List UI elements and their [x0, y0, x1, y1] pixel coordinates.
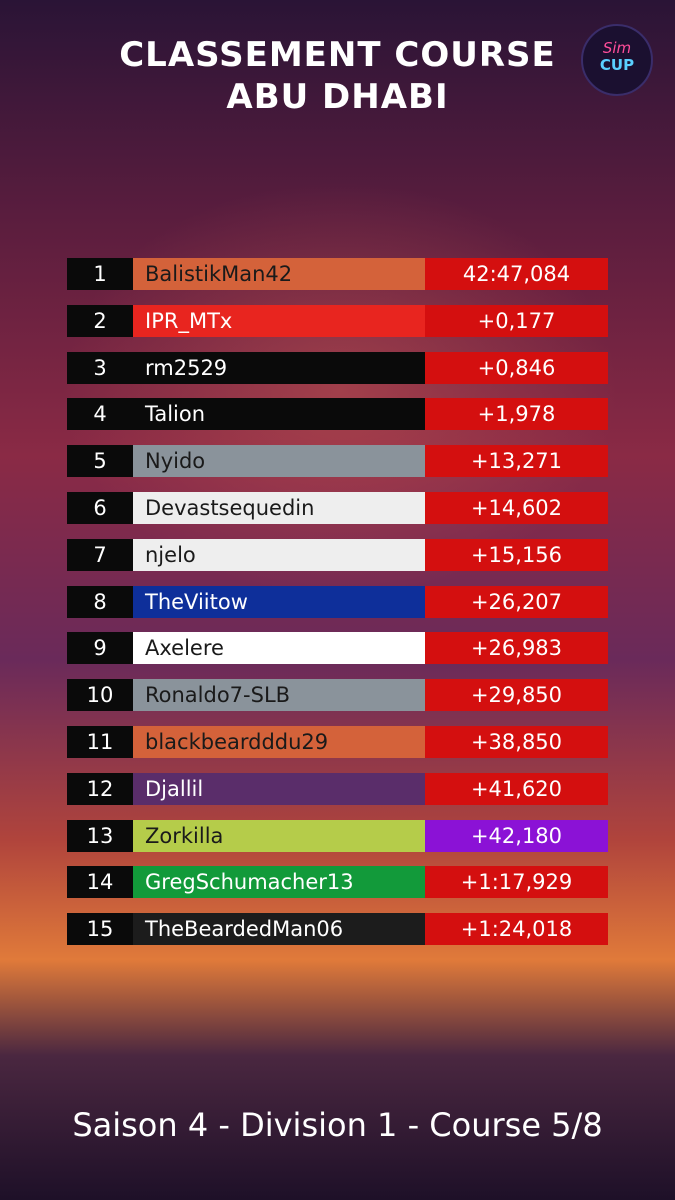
driver: IPR_MTx: [133, 304, 425, 337]
result-row: 1 BalistikMan42 42:47,084: [67, 258, 608, 290]
title-line: ABU DHABI: [226, 77, 449, 117]
position: 13: [67, 819, 133, 852]
time: +1,978: [425, 398, 608, 431]
time: +41,620: [425, 772, 608, 805]
result-row: 15 TheBeardedMan06 +1:24,018: [67, 913, 608, 946]
time: +1:24,018: [425, 913, 608, 946]
driver: blackbeardddu29: [133, 726, 425, 758]
result-row: 11 blackbeardddu29 +38,850: [67, 726, 608, 758]
driver: Djallil: [133, 772, 425, 805]
result-row: 4 Talion +1,978: [67, 398, 608, 431]
position: 10: [67, 679, 133, 712]
time: +26,207: [425, 585, 608, 618]
result-row: 3 rm2529 +0,846: [67, 351, 608, 384]
driver: GregSchumacher13: [133, 866, 425, 899]
driver: Axelere: [133, 632, 425, 665]
position: 3: [67, 351, 133, 384]
time: +1:17,929: [425, 866, 608, 899]
driver: Ronaldo7-SLB: [133, 679, 425, 712]
background-glow: [60, 180, 620, 600]
logo-text: Sim: [602, 39, 632, 57]
logo-text: CUP: [599, 56, 635, 74]
time: +38,850: [425, 726, 608, 758]
driver: TheBeardedMan06: [133, 913, 425, 946]
driver: rm2529: [133, 351, 425, 384]
position: 4: [67, 398, 133, 431]
time: +29,850: [425, 679, 608, 712]
result-row: 6 Devastsequedin +14,602: [67, 492, 608, 524]
driver: BalistikMan42: [133, 258, 425, 290]
position: 15: [67, 913, 133, 946]
driver: njelo: [133, 538, 425, 571]
position: 7: [67, 538, 133, 571]
footer: Saison 4 - Division 1 - Course 5/8: [72, 1106, 603, 1144]
logo: Sim CUP: [581, 24, 653, 96]
time: 42:47,084: [425, 258, 608, 290]
position: 9: [67, 632, 133, 665]
time: +0,177: [425, 304, 608, 337]
position: 8: [67, 585, 133, 618]
result-row: 8 TheViitow +26,207: [67, 585, 608, 618]
position: 11: [67, 726, 133, 758]
time: +13,271: [425, 445, 608, 478]
result-row: 2 IPR_MTx +0,177: [67, 304, 608, 337]
result-row: 10 Ronaldo7-SLB +29,850: [67, 679, 608, 712]
time: +0,846: [425, 351, 608, 384]
position: 5: [67, 445, 133, 478]
result-row: 14 GregSchumacher13 +1:17,929: [67, 866, 608, 899]
position: 12: [67, 772, 133, 805]
driver: TheViitow: [133, 585, 425, 618]
time: +42,180: [425, 819, 608, 852]
time: +26,983: [425, 632, 608, 665]
result-row: 7 njelo +15,156: [67, 538, 608, 571]
position: 1: [67, 258, 133, 290]
time: +15,156: [425, 538, 608, 571]
result-row: 13 Zorkilla +42,180: [67, 819, 608, 852]
driver: Devastsequedin: [133, 492, 425, 524]
result-row: 5 Nyido +13,271: [67, 445, 608, 478]
result-row: 9 Axelere +26,983: [67, 632, 608, 665]
driver: Zorkilla: [133, 819, 425, 852]
driver: Talion: [133, 398, 425, 431]
result-row: 12 Djallil +41,620: [67, 772, 608, 805]
driver: Nyido: [133, 445, 425, 478]
position: 6: [67, 492, 133, 524]
title-line: CLASSEMENT COURSE: [119, 35, 556, 75]
position: 14: [67, 866, 133, 899]
time: +14,602: [425, 492, 608, 524]
position: 2: [67, 304, 133, 337]
